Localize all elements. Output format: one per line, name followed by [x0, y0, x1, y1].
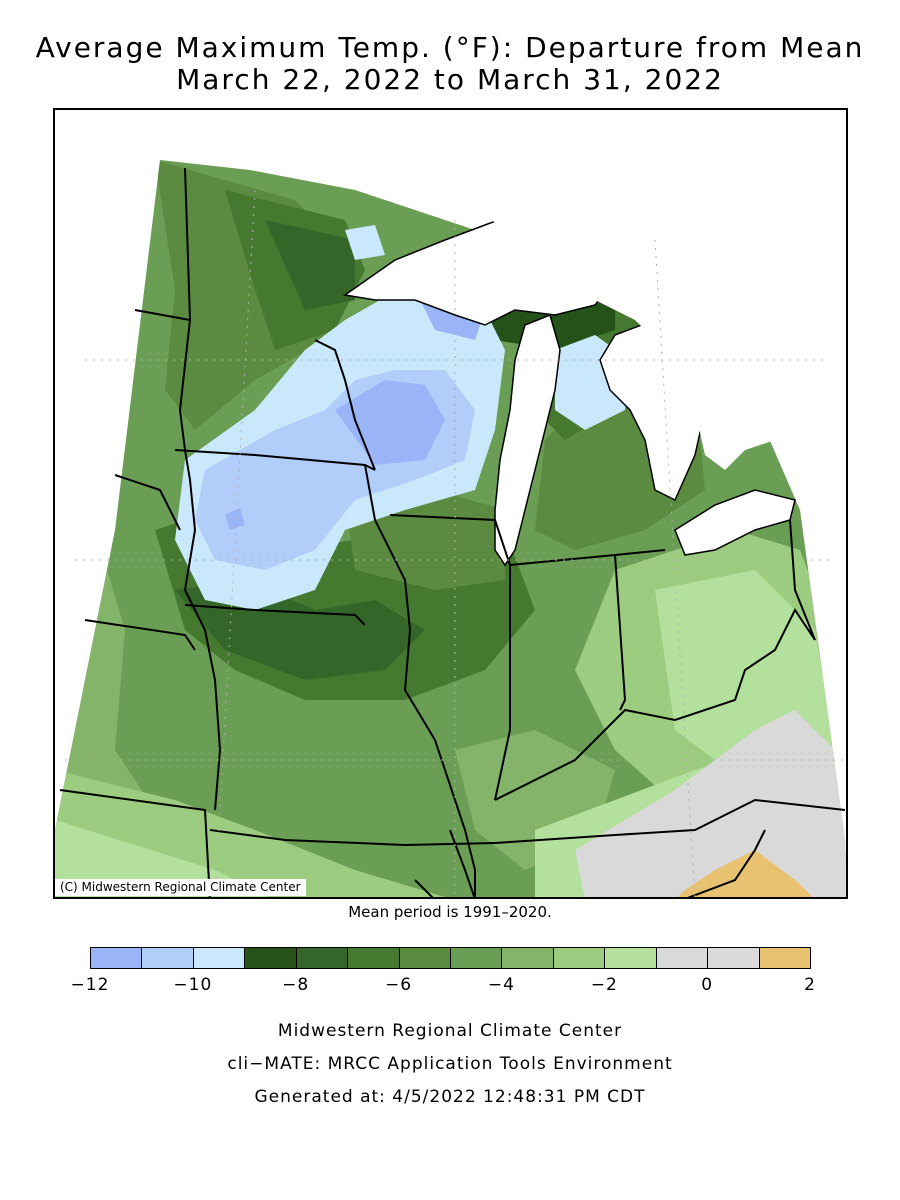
great-lakes — [343, 170, 800, 567]
legend-swatch — [244, 947, 297, 969]
legend-swatch — [398, 947, 451, 969]
legend-swatch — [90, 947, 143, 969]
legend-swatch — [450, 947, 503, 969]
legend-swatch — [707, 947, 760, 969]
footer-tool-name: cli−MATE: MRCC Application Tools Environ… — [227, 1054, 673, 1074]
legend-tick-label: −8 — [282, 975, 310, 995]
copyright-label: (C) Midwestern Regional Climate Center — [55, 879, 306, 896]
legend-swatch — [141, 947, 194, 969]
legend-swatch — [552, 947, 606, 969]
legend-swatch — [758, 947, 811, 969]
temperature-departure-map — [55, 160, 846, 897]
mean-period-note: Mean period is 1991–2020. — [348, 903, 552, 921]
legend-tick-label: 0 — [701, 975, 714, 995]
legend-swatch — [295, 947, 349, 969]
legend-tick-label: 2 — [804, 975, 816, 995]
legend-tick-labels: −12 −10 −8 −6 −4 −2 0 2 — [0, 975, 900, 999]
legend-tick-label: −6 — [385, 975, 413, 995]
legend-tick-label: −10 — [173, 975, 213, 995]
legend-swatch — [604, 947, 657, 969]
legend-tick-label: −4 — [487, 975, 515, 995]
state-boundaries — [59, 167, 846, 897]
legend-swatch — [655, 947, 709, 969]
legend-tick-label: −2 — [590, 975, 618, 995]
legend-tick-label: −12 — [70, 975, 110, 995]
legend-swatch — [192, 947, 246, 969]
map-date-range: March 22, 2022 to March 31, 2022 — [176, 63, 724, 96]
footer-generated-time: Generated at: 4/5/2022 12:48:31 PM CDT — [254, 1087, 646, 1107]
lat-lon-grid — [65, 189, 845, 897]
color-legend — [90, 947, 811, 971]
map-title: Average Maximum Temp. (°F): Departure fr… — [35, 31, 865, 64]
map-panel — [53, 108, 848, 899]
footer-organization: Midwestern Regional Climate Center — [277, 1021, 623, 1041]
legend-swatch — [501, 947, 554, 969]
legend-swatch — [347, 947, 400, 969]
